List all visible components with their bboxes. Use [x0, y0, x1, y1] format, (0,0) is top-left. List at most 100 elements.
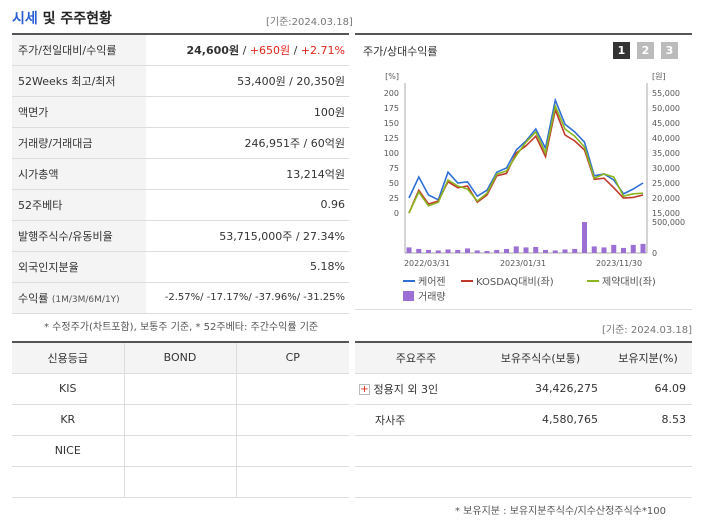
table-row: 52주베타 0.96: [12, 189, 349, 221]
bond-cell: [124, 373, 237, 405]
holder-name: 자사주: [355, 404, 477, 436]
table-row: 52Weeks 최고/최저 53,400원 / 20,350원: [12, 65, 349, 97]
column-header: 신용등급: [12, 342, 125, 374]
row-label: 52주베타: [12, 189, 146, 221]
volume-tick-label: 500,000: [652, 218, 685, 227]
y-left-tick-label: 100: [384, 149, 399, 158]
cp-cell: [236, 466, 349, 498]
table-row: [355, 466, 692, 498]
volume-bar: [465, 248, 470, 253]
empty-cell: [477, 466, 604, 498]
quote-table: 주가/전일대비/수익률 24,600원 / +650원 / +2.71% 52W…: [12, 33, 349, 314]
y-left-tick-label: 175: [384, 104, 399, 113]
row-value: 53,715,000주 / 27.34%: [146, 220, 349, 252]
chart-page-1-button[interactable]: 1: [613, 42, 630, 59]
empty-cell: [355, 435, 477, 467]
y-left-tick-label: 150: [384, 119, 399, 128]
row-label: 시가총액: [12, 158, 146, 190]
y-right-tick-label: 20,000: [652, 194, 680, 203]
y-right-tick-label: 50,000: [652, 104, 680, 113]
price-rate: +2.71%: [300, 43, 345, 57]
table-row: KIS: [12, 373, 349, 405]
y-right-tick-label: 15,000: [652, 209, 680, 218]
y-left-unit: [%]: [385, 72, 399, 81]
volume-bar: [455, 249, 461, 253]
volume-zero-label: 0: [652, 249, 657, 258]
holder-shares: 4,580,765: [477, 404, 604, 436]
row-label: 거래량/거래대금: [12, 127, 146, 159]
legend-label: KOSDAQ대비(좌): [476, 276, 554, 288]
y-right-tick-label: 30,000: [652, 164, 680, 173]
column-header: 주요주주: [355, 342, 477, 374]
table-row: 자사주 4,580,765 8.53: [355, 404, 692, 436]
volume-bar: [445, 249, 451, 253]
price-value: 24,600원 / +650원 / +2.71%: [146, 34, 349, 66]
volume-bar: [611, 244, 617, 253]
volume-bar: [435, 250, 441, 253]
agency-name: [12, 466, 125, 498]
empty-cell: [604, 466, 692, 498]
row-value: 246,951주 / 60억원: [146, 127, 349, 159]
volume-bar: [504, 248, 509, 253]
expand-holder-icon[interactable]: +: [359, 384, 370, 395]
volume-bar: [630, 244, 636, 253]
y-right-tick-label: 55,000: [652, 89, 680, 98]
agency-name: KR: [12, 404, 125, 436]
legend-swatch: [403, 291, 414, 301]
y-right-tick-label: 40,000: [652, 134, 680, 143]
agency-name: KIS: [12, 373, 125, 405]
series-line: [408, 97, 644, 201]
series-line: [408, 103, 644, 214]
title-main: 시세: [12, 11, 38, 27]
volume-bar: [406, 247, 412, 253]
y-left-tick-label: 0: [394, 209, 399, 218]
table-row: 시가총액 13,214억원: [12, 158, 349, 190]
row-label: 52Weeks 최고/최저: [12, 65, 146, 97]
table-row: KR: [12, 404, 349, 436]
table-row: 수익률 (1M/3M/6M/1Y) -2.57%/ -17.17%/ -37.9…: [12, 282, 349, 314]
table-row: + 정용지 외 3인 34,426,275 64.09: [355, 373, 692, 405]
price-change: +650원: [249, 43, 291, 57]
volume-bar: [474, 250, 480, 253]
volume-bar: [543, 249, 548, 253]
reference-date: [기준:2024.03.18]: [266, 17, 353, 28]
volume-bar: [601, 247, 607, 253]
y-left-tick-label: 25: [389, 194, 399, 203]
bond-cell: [124, 435, 237, 467]
table-row: 액면가 100원: [12, 96, 349, 128]
chart-title: 주가/상대수익률: [363, 45, 438, 58]
volume-bar: [591, 246, 597, 253]
x-tick-label: 2023/11/30: [596, 259, 642, 268]
title-rest: 및 주주현황: [37, 11, 112, 27]
volume-bar: [426, 249, 431, 253]
cp-cell: [236, 435, 349, 467]
table-row: [12, 466, 349, 498]
volume-bar: [572, 248, 578, 253]
chart-page-3-button[interactable]: 3: [661, 42, 678, 59]
holder-percent: 8.53: [604, 404, 692, 436]
y-right-tick-label: 45,000: [652, 119, 680, 128]
chart-page-2-button[interactable]: 2: [637, 42, 654, 59]
table-row: 발행주식수/유동비율 53,715,000주 / 27.34%: [12, 220, 349, 252]
holder-name-cell: + 정용지 외 3인: [355, 373, 477, 405]
empty-cell: [477, 435, 604, 467]
volume-bar: [494, 249, 500, 253]
row-value: 13,214억원: [146, 158, 349, 190]
bond-cell: [124, 404, 237, 436]
volume-bar: [416, 248, 422, 253]
table-header-row: 신용등급 BOND CP: [12, 342, 349, 374]
empty-cell: [355, 466, 477, 498]
volume-bar: [621, 247, 626, 253]
legend-label: 제약대비(좌): [602, 276, 656, 288]
column-header: BOND: [124, 342, 237, 374]
legend-label: 케어젠: [418, 276, 446, 288]
row-label: 주가/전일대비/수익률: [12, 34, 146, 66]
row-value: 53,400원 / 20,350원: [146, 65, 349, 97]
chart-panel: 주가/상대수익률 1 2 3 [%] [원] 200 175 150 125 100 75 50…: [355, 33, 692, 310]
y-left-tick-label: 125: [384, 134, 399, 143]
table-header-row: 주요주주 보유주식수(보통) 보유지분(%): [355, 342, 692, 374]
bond-cell: [124, 466, 237, 498]
agency-name: NICE: [12, 435, 125, 467]
holders-table: 주요주주 보유주식수(보통) 보유지분(%) + 정용지 외 3인 34,426…: [355, 341, 692, 498]
holder-shares: 34,426,275: [477, 373, 604, 405]
